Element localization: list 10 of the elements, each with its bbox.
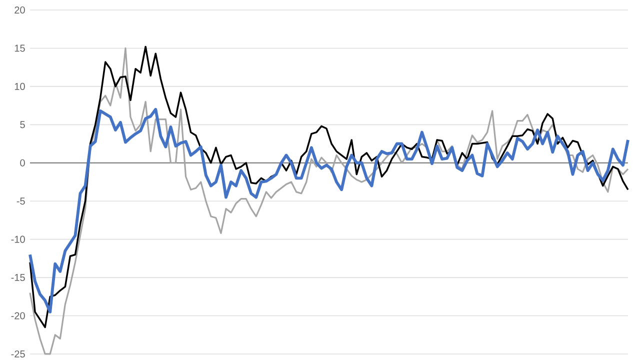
y-tick-label: 0 — [20, 159, 25, 166]
y-tick-label: -20 — [11, 312, 25, 320]
y-tick-label: 20 — [14, 6, 25, 14]
y-tick-label: 5 — [20, 121, 25, 128]
y-tick-label: -15 — [11, 274, 25, 282]
y-tick-label: -25 — [11, 350, 25, 358]
y-tick-label: -10 — [11, 236, 25, 243]
y-tick-label: 15 — [14, 44, 25, 52]
y-tick-label: -5 — [16, 198, 25, 205]
y-tick-label: 10 — [14, 82, 25, 90]
